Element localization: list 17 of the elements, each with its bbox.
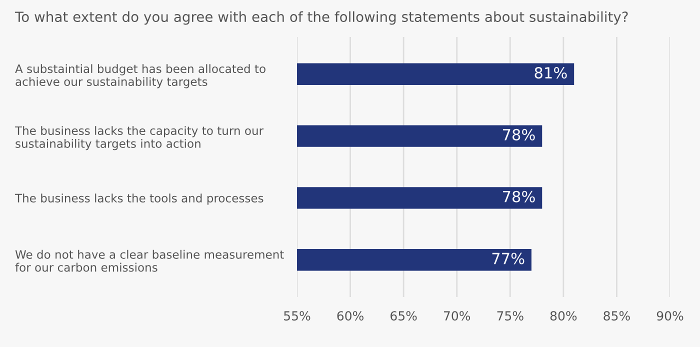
x-tick-label: 55% [284,311,310,321]
x-tick-label: 60% [337,311,364,321]
y-tick-label: The business lacks the tools and processes [14,194,264,205]
x-tick-label: 85% [604,311,630,321]
chart-title: To what extent do you agree with each of the following statements about sustainability? [14,11,628,25]
x-tick-label: 75% [497,311,524,321]
x-tick-label: 90% [656,311,684,321]
data-label: 78% [503,128,535,140]
y-tick-label: A substaintial budget has been allocated to achieve our sustainability targets [15,64,266,88]
data-label: 78% [503,190,535,202]
x-tick-label: 70% [444,311,470,321]
x-tick-label: 80% [550,311,577,321]
data-label: 77% [492,252,524,264]
y-tick-label: The business lacks the capacity to turn our sustainability targets into action [14,126,264,150]
y-tick-label: We do not have a clear baseline measurement for our carbon emissions [15,250,284,272]
x-tick-label: 65% [390,311,417,321]
data-label: 81% [534,67,567,79]
